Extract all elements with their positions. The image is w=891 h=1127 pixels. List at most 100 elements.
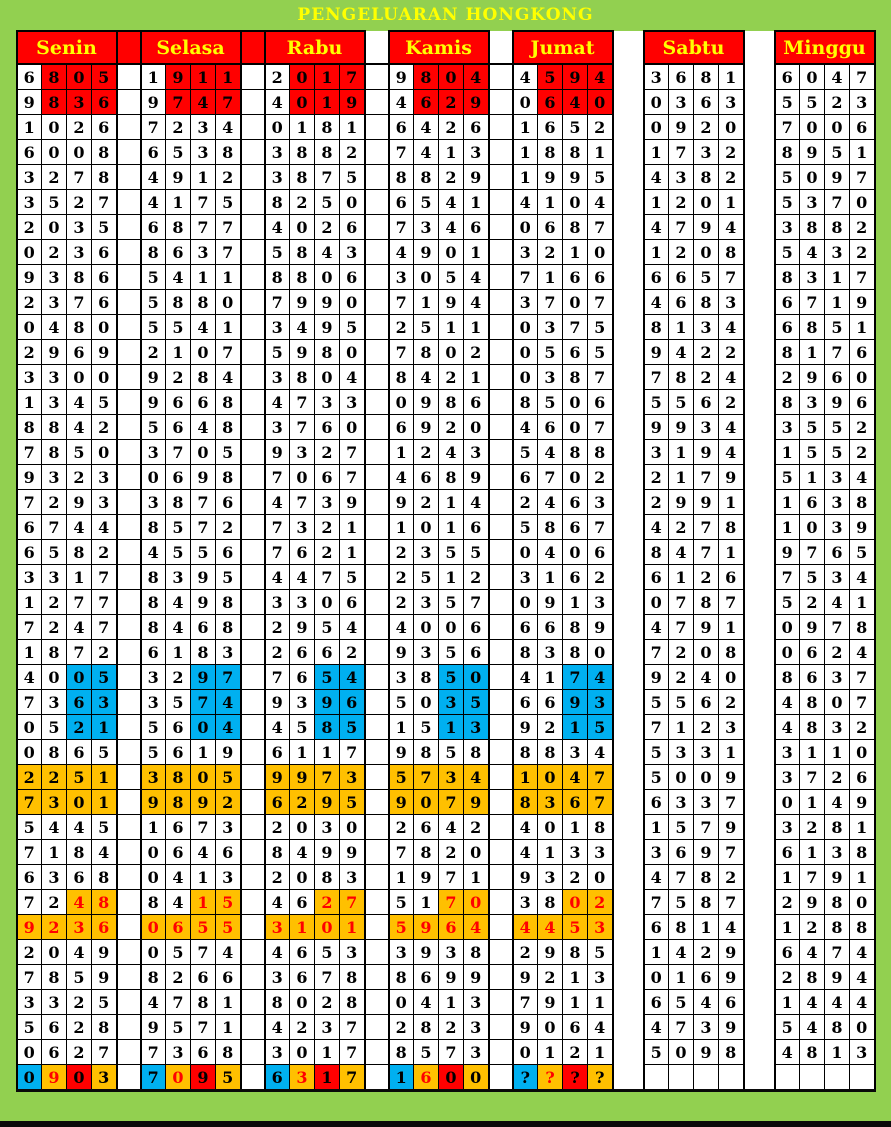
digit-cell: 8 [824, 914, 850, 940]
gap-cell [612, 514, 644, 540]
digit-cell: 0 [413, 264, 439, 290]
gap-cell [364, 89, 389, 115]
digit-cell: 3 [91, 689, 118, 715]
digit-cell: 5 [511, 514, 538, 540]
digit-cell: 8 [387, 364, 414, 390]
digit-cell: 9 [263, 764, 290, 790]
digit-cell: 0 [562, 539, 588, 565]
gap-cell [240, 614, 265, 640]
digit-cell: 4 [263, 1014, 290, 1040]
digit-cell: 8 [66, 839, 92, 865]
digit-cell: 8 [215, 1039, 242, 1065]
digit-cell: 4 [799, 939, 825, 965]
digit-cell: 7 [314, 164, 340, 190]
digit-cell: 6 [190, 964, 216, 990]
gap-cell [612, 739, 644, 765]
digit-cell: 1 [537, 664, 563, 690]
digit-cell: 3 [15, 189, 42, 215]
digit-cell: 7 [339, 439, 366, 465]
digit-cell: 4 [849, 464, 876, 490]
gap-cell [364, 464, 389, 490]
digit-cell: 4 [718, 914, 745, 940]
digit-cell: 1 [190, 864, 216, 890]
gap-cell [364, 864, 389, 890]
digit-cell: 7 [91, 189, 118, 215]
digit-cell: 9 [463, 789, 490, 815]
digit-cell: 0 [668, 1039, 694, 1065]
gap-cell [364, 489, 389, 515]
digit-cell: 1 [463, 189, 490, 215]
gap-cell [488, 414, 513, 440]
digit-cell: 7 [339, 464, 366, 490]
digit-cell: 5 [66, 964, 92, 990]
digit-cell: 9 [799, 364, 825, 390]
digit-cell: 2 [693, 339, 719, 365]
digit-cell: 4 [773, 689, 800, 715]
digit-cell: 7 [263, 539, 290, 565]
gap-cell [240, 989, 265, 1015]
digit-cell: 8 [215, 614, 242, 640]
digit-cell: 6 [165, 814, 191, 840]
gap-cell [240, 1014, 265, 1040]
digit-cell: 0 [314, 264, 340, 290]
gap-cell [612, 1039, 644, 1065]
digit-cell: 1 [413, 889, 439, 915]
digit-cell: 3 [824, 564, 850, 590]
digit-cell: 8 [339, 964, 366, 990]
digit-cell: 7 [718, 889, 745, 915]
digit-cell: 5 [215, 889, 242, 915]
gap-cell [743, 964, 775, 990]
digit-cell: 4 [289, 314, 315, 340]
digit-cell: 5 [668, 989, 694, 1015]
digit-cell: 3 [562, 839, 588, 865]
digit-cell: 5 [91, 214, 118, 240]
digit-cell: 6 [263, 789, 290, 815]
digit-cell: 6 [693, 89, 719, 115]
digit-cell: 1 [289, 114, 315, 140]
gap-cell [240, 414, 265, 440]
digit-cell: 3 [190, 239, 216, 265]
digit-cell: 2 [537, 239, 563, 265]
digit-cell: 5 [413, 314, 439, 340]
digit-cell: 3 [289, 1064, 315, 1091]
digit-cell: 1 [668, 314, 694, 340]
digit-cell: 8 [562, 139, 588, 165]
digit-cell: 3 [693, 414, 719, 440]
digit-cell: 7 [438, 1039, 464, 1065]
digit-cell: 6 [849, 339, 876, 365]
digit-cell: 7 [387, 214, 414, 240]
digit-cell: 3 [387, 264, 414, 290]
digit-cell: 4 [339, 664, 366, 690]
digit-cell: 0 [773, 614, 800, 640]
gap-cell [364, 539, 389, 565]
digit-cell: 4 [587, 664, 614, 690]
digit-cell: 4 [668, 339, 694, 365]
digit-cell: 0 [41, 939, 67, 965]
digit-cell: 4 [773, 1039, 800, 1065]
digit-cell: 0 [799, 63, 825, 90]
gap-cell [116, 739, 141, 765]
digit-cell: 3 [668, 789, 694, 815]
digit-cell: 2 [215, 164, 242, 190]
digit-cell: 8 [562, 439, 588, 465]
digit-cell: 4 [263, 489, 290, 515]
digit-cell: 4 [642, 164, 669, 190]
gap-cell [743, 789, 775, 815]
gap-cell [612, 389, 644, 415]
digit-cell: 5 [824, 314, 850, 340]
gap-cell [488, 939, 513, 965]
digit-cell: 6 [263, 1064, 290, 1091]
digit-cell: 7 [289, 414, 315, 440]
digit-cell: 3 [41, 789, 67, 815]
digit-cell: 4 [263, 89, 290, 115]
gap-cell [488, 739, 513, 765]
gap-cell [116, 214, 141, 240]
gap-cell [116, 989, 141, 1015]
gap-cell [116, 914, 141, 940]
gap-cell [743, 989, 775, 1015]
digit-cell: 6 [41, 1014, 67, 1040]
digit-cell: 4 [511, 839, 538, 865]
digit-cell: 9 [824, 389, 850, 415]
